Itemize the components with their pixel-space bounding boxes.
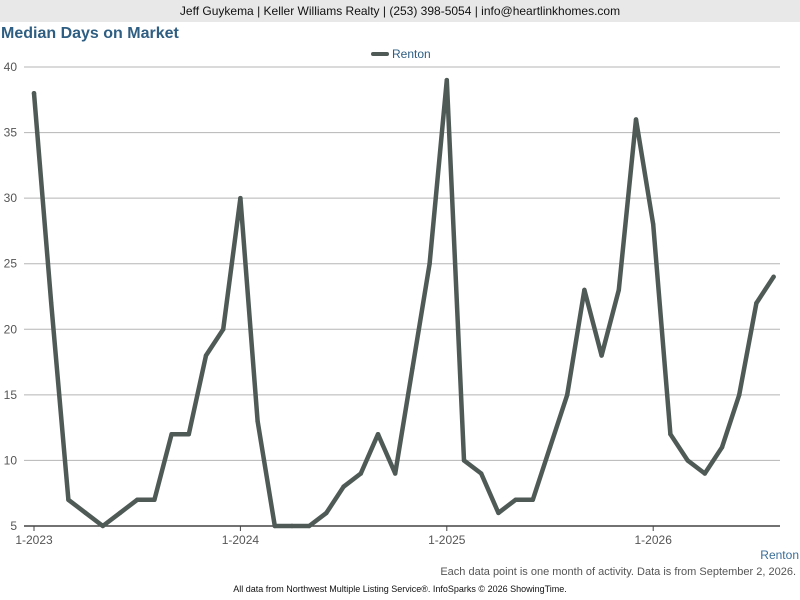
data-point (255, 418, 260, 424)
data-point (289, 523, 295, 529)
data-point (685, 458, 690, 463)
data-point (221, 327, 226, 332)
y-tick-label: 25 (4, 257, 18, 271)
data-point (668, 432, 673, 437)
data-point (444, 77, 449, 83)
data-point (547, 445, 553, 450)
data-point (737, 392, 742, 398)
data-point (582, 287, 587, 293)
series-lines (31, 77, 776, 529)
data-point (599, 353, 604, 358)
y-tick-label: 15 (4, 388, 18, 402)
y-tick-label: 10 (4, 453, 18, 467)
data-point (771, 274, 776, 280)
data-point (530, 497, 535, 502)
data-footnote: Each data point is one month of activity… (440, 566, 796, 578)
data-point (358, 471, 363, 476)
legend-label: Renton (392, 47, 431, 61)
region-label: Renton (760, 548, 799, 562)
data-point (135, 497, 140, 502)
x-axis-ticks: 1-2023 1-2024 1-2025 1-2026 (15, 526, 672, 547)
data-point (66, 497, 71, 502)
grid-lines (24, 66, 780, 527)
contact-header: Jeff Guykema | Keller Williams Realty | … (0, 0, 800, 22)
data-point (238, 195, 243, 201)
x-tick-label: 1-2025 (428, 533, 466, 547)
data-point (186, 432, 191, 437)
data-point (307, 523, 312, 529)
data-point (461, 458, 467, 463)
data-point (633, 117, 639, 122)
y-tick-label: 30 (4, 191, 18, 205)
data-point (49, 300, 54, 306)
data-point (203, 353, 209, 358)
data-point (341, 484, 346, 489)
data-point (702, 471, 707, 476)
data-point (272, 523, 277, 529)
y-tick-label: 20 (4, 322, 18, 336)
y-tick-label: 40 (4, 60, 18, 74)
x-tick-label: 1-2023 (15, 533, 53, 547)
data-point (719, 445, 725, 450)
data-point (375, 432, 381, 437)
data-point (83, 510, 88, 516)
data-point (393, 471, 398, 476)
x-tick-label: 1-2026 (635, 533, 673, 547)
data-point (31, 91, 37, 96)
data-source: All data from Northwest Multiple Listing… (233, 584, 567, 594)
data-point (754, 300, 759, 306)
data-point (152, 497, 157, 502)
series-line-renton (31, 77, 776, 529)
data-point (410, 366, 415, 371)
data-point (513, 497, 518, 502)
data-point (479, 471, 484, 476)
y-axis-ticks: 5 10 15 20 25 30 35 40 (4, 60, 18, 533)
chart-title: Median Days on Market (1, 25, 179, 42)
data-point (616, 287, 621, 293)
data-point (496, 510, 501, 516)
data-point (169, 432, 174, 437)
x-tick-label: 1-2024 (222, 533, 260, 547)
data-point (117, 510, 123, 516)
y-tick-label: 5 (10, 519, 17, 533)
data-point (427, 261, 432, 266)
data-point (100, 523, 106, 529)
y-tick-label: 35 (4, 126, 18, 140)
legend: Renton (371, 47, 431, 61)
data-point (324, 510, 329, 516)
data-point (651, 222, 656, 227)
data-point (565, 392, 570, 398)
